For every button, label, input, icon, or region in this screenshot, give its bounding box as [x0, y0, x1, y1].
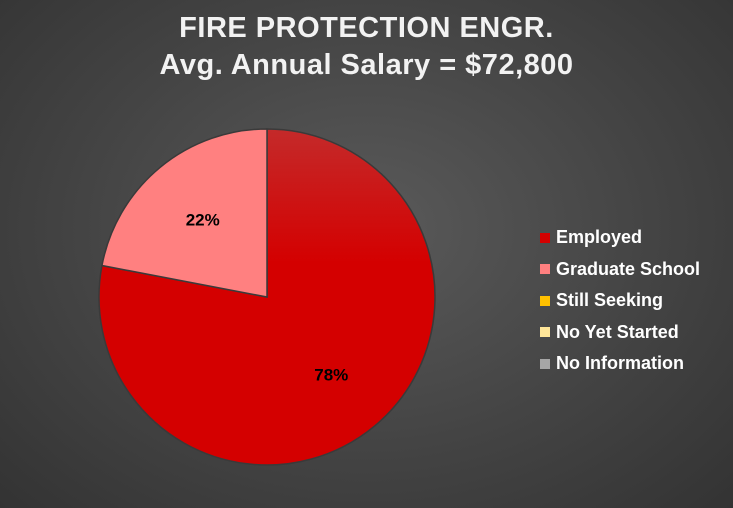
legend-swatch [540, 327, 550, 338]
legend-swatch [540, 295, 550, 306]
legend-label: No Yet Started [556, 321, 679, 342]
chart-title-block: FIRE PROTECTION ENGR. Avg. Annual Salary… [0, 10, 733, 84]
legend-label: Graduate School [556, 258, 701, 279]
legend-item-employed: Employed [540, 222, 700, 254]
data-label-graduate-school: 22% [186, 210, 220, 229]
pie-data-labels: 78% 22% [186, 210, 349, 384]
pie-slice-employed [98, 128, 436, 466]
chart-title: FIRE PROTECTION ENGR. [179, 12, 554, 44]
chart-subtitle: Avg. Annual Salary = $72,800 [159, 49, 574, 81]
legend-item-graduate-school: Graduate School [540, 254, 700, 286]
legend: Employed Graduate School Still Seeking No Y… [540, 222, 700, 380]
legend-label: Still Seeking [556, 290, 664, 311]
legend-label: Employed [556, 227, 643, 248]
pie-slice-graduate-school [101, 128, 268, 298]
legend-swatch [540, 232, 550, 243]
legend-item-still-seeking: Still Seeking [540, 285, 700, 317]
legend-label: No Information [556, 353, 684, 374]
data-label-employed: 78% [314, 366, 348, 385]
legend-swatch [540, 264, 550, 275]
pie-slices [98, 128, 436, 466]
legend-swatch [540, 358, 550, 369]
legend-item-no-yet-started: No Yet Started [540, 317, 700, 349]
legend-item-no-information: No Information [540, 348, 700, 380]
